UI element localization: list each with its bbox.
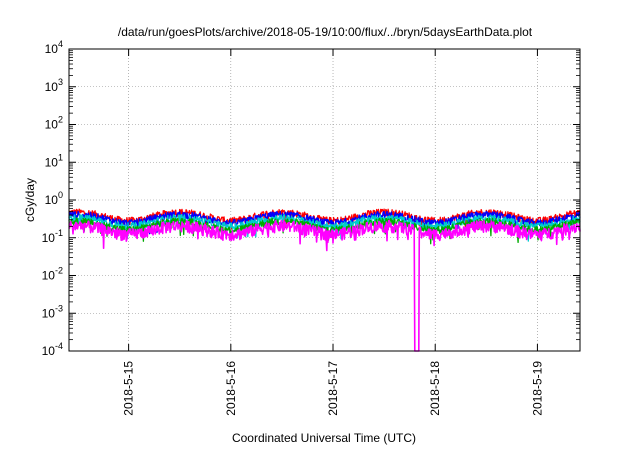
series-line — [68, 219, 581, 352]
x-axis-label: Coordinated Universal Time (UTC) — [232, 431, 416, 445]
y-tick-exponent: 3 — [58, 77, 63, 87]
y-tick-exponent: 1 — [58, 152, 63, 162]
y-tick-label: 101 — [45, 152, 63, 169]
chart-title: /data/run/goesPlots/archive/2018-05-19/1… — [118, 25, 533, 39]
series-line — [68, 213, 581, 242]
data-series — [68, 208, 581, 352]
y-tick-label: 104 — [45, 39, 63, 56]
y-tick-exponent: 4 — [58, 39, 63, 49]
y-tick-exponent: 2 — [58, 115, 63, 125]
y-tick-exponent: -4 — [55, 341, 63, 351]
y-tick-label: 10-3 — [42, 303, 63, 320]
y-tick-exponent: -3 — [55, 303, 63, 313]
y-tick-exponent: 0 — [58, 190, 63, 200]
y-tick-exponent: -2 — [55, 266, 63, 276]
x-tick-label: 2018-5-18 — [428, 361, 442, 416]
x-tick-label: 2018-5-16 — [224, 361, 238, 416]
axes: 10-410-310-210-11001011021031042018-5-15… — [42, 39, 580, 416]
y-axis-label: cGy/day — [23, 178, 37, 222]
x-tick-label: 2018-5-15 — [122, 361, 136, 416]
y-tick-exponent: -1 — [55, 228, 63, 238]
grid-lines — [69, 49, 580, 351]
x-tick-label: 2018-5-19 — [530, 361, 544, 416]
y-tick-label: 10-1 — [42, 228, 63, 245]
y-tick-label: 102 — [45, 115, 63, 132]
y-tick-label: 10-2 — [42, 266, 63, 283]
y-tick-label: 10-4 — [42, 341, 63, 358]
x-tick-label: 2018-5-17 — [326, 361, 340, 416]
y-tick-label: 100 — [45, 190, 63, 207]
y-tick-label: 103 — [45, 77, 63, 94]
